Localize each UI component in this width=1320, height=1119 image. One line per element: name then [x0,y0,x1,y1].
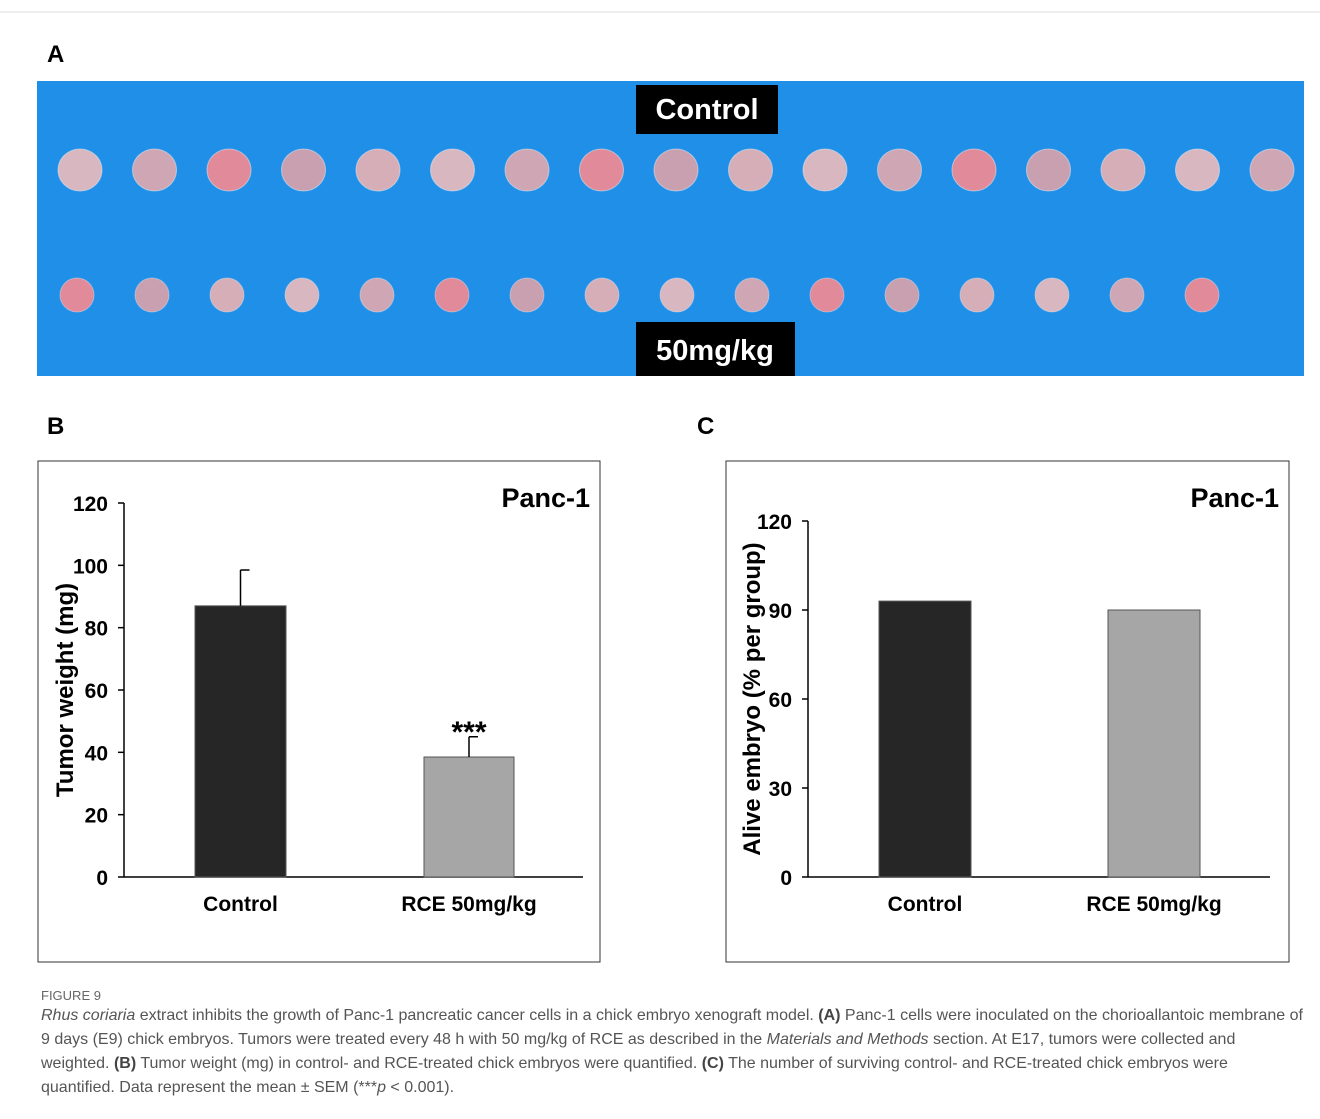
chart-title: Panc-1 [1190,483,1279,513]
bar [1108,610,1200,877]
y-tick-label: 100 [73,555,108,578]
panel-label: C [697,413,714,440]
tumor [58,149,102,191]
chart-frame [726,461,1289,962]
y-tick-label: 120 [73,493,108,516]
caption-text: Rhus coriaria [41,1007,135,1024]
tumor [878,149,922,191]
tumor [960,278,994,312]
tumor [1110,278,1144,312]
caption: Rhus coriaria extract inhibits the growt… [41,1004,1303,1100]
chart-frame [38,461,600,962]
y-tick-label: 0 [780,867,792,890]
caption-text: < 0.001). [386,1079,454,1096]
tumor [135,278,169,312]
page: A Control 50mg/kg B C Panc-1 Tumor weight… [0,0,1320,1119]
tumor [435,278,469,312]
tumor [1035,278,1069,312]
y-axis-label: Tumor weight (mg) [52,583,79,797]
tumor [1101,149,1145,191]
tumor [1250,149,1294,191]
photo-label: Control [655,94,758,126]
tumor [1185,278,1219,312]
tumor [431,149,475,191]
y-tick-label: 90 [769,600,792,623]
tumor [580,149,624,191]
x-tick-label: RCE 50mg/kg [401,893,536,916]
panel-label: A [47,41,64,68]
photo-label: 50mg/kg [656,335,774,367]
tumor [210,278,244,312]
tumor [729,149,773,191]
significance: *** [451,716,486,749]
caption-text: (B) [114,1055,136,1072]
tumor [60,278,94,312]
tumor [1027,149,1071,191]
tumor [810,278,844,312]
tumor [585,278,619,312]
tumor [282,149,326,191]
tumor [285,278,319,312]
y-tick-label: 40 [85,742,108,765]
tumor [952,149,996,191]
tumor [654,149,698,191]
tumor [735,278,769,312]
y-tick-label: 60 [85,680,108,703]
tumor [505,149,549,191]
tumor [1176,149,1220,191]
caption-text: (C) [702,1055,724,1072]
tumor [803,149,847,191]
caption-text: (A) [818,1007,840,1024]
y-tick-label: 80 [85,618,108,641]
bar [195,606,286,877]
panel-label: B [47,413,64,440]
x-tick-label: RCE 50mg/kg [1086,893,1221,916]
tumor [510,278,544,312]
y-tick-label: 120 [757,511,792,534]
tumor [133,149,177,191]
chart-title: Panc-1 [501,483,590,513]
caption-text: p [377,1079,386,1096]
tumor [360,278,394,312]
caption-text: Materials and Methods [767,1031,929,1048]
y-tick-label: 20 [85,805,108,828]
y-tick-label: 30 [769,778,792,801]
caption-text: extract inhibits the growth of Panc-1 pa… [135,1007,818,1024]
caption-label: FIGURE 9 [41,988,101,1003]
caption-text: Tumor weight (mg) in control- and RCE-tr… [136,1055,702,1072]
tumor [885,278,919,312]
y-tick-label: 60 [769,689,792,712]
figure: A Control 50mg/kg B C Panc-1 Tumor weight… [0,0,1320,980]
x-tick-label: Control [888,893,963,916]
bar [424,757,514,877]
bar [879,601,971,877]
tumor [356,149,400,191]
y-tick-label: 0 [96,867,108,890]
tumor [207,149,251,191]
x-tick-label: Control [203,893,278,916]
tumor [660,278,694,312]
y-axis-label: Alive embryo (% per group) [739,542,766,855]
